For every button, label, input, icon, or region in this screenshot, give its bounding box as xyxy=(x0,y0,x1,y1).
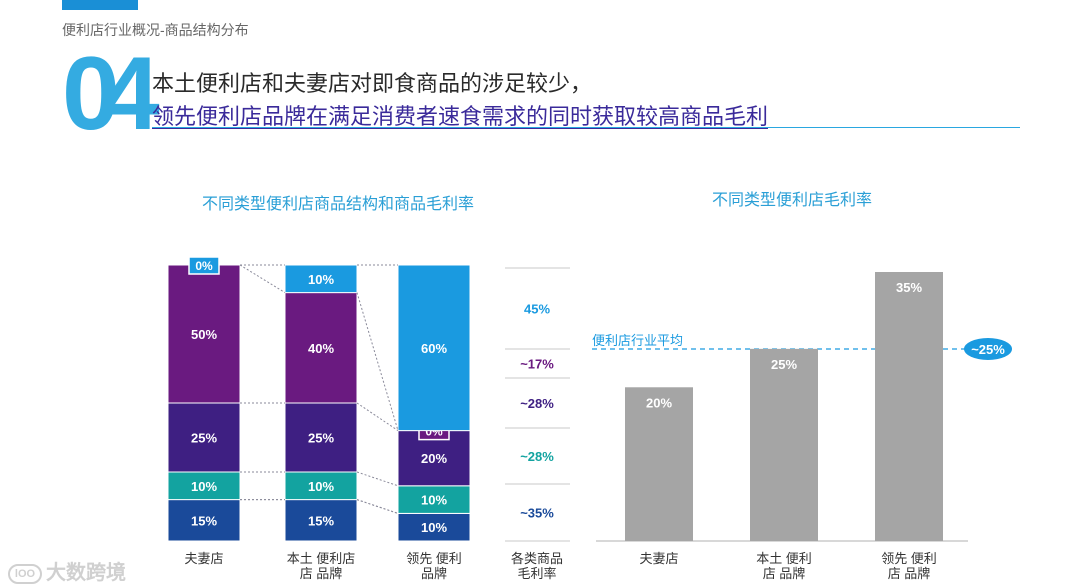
margin-column-label: 毛利率 xyxy=(517,566,556,581)
reference-badge xyxy=(964,338,1012,360)
watermark: lOO 大数跨境 xyxy=(8,556,126,585)
stack-bar-segment xyxy=(167,264,241,404)
data-label: 15% xyxy=(191,513,217,528)
category-label: 店 品牌 xyxy=(888,566,931,581)
bar xyxy=(750,348,818,541)
category-label: 本土 便利 xyxy=(756,551,812,566)
margin-value: ~28% xyxy=(520,396,554,411)
stack-bar-segment xyxy=(284,402,358,473)
category-label: 领先 便利 xyxy=(406,551,462,566)
bar xyxy=(875,272,943,541)
data-label: 10% xyxy=(421,520,447,535)
watermark-logo-icon: lOO xyxy=(8,563,42,584)
connector-line xyxy=(356,292,399,431)
data-label: 35% xyxy=(896,280,922,295)
connector-line xyxy=(239,264,286,294)
stack-bar-segment xyxy=(284,292,358,404)
category-label: 夫妻店 xyxy=(184,551,223,566)
breadcrumb: 便利店行业概况-商品结构分布 xyxy=(62,22,249,38)
reference-line-label: 便利店行业平均 xyxy=(592,333,683,348)
connector-line xyxy=(356,471,399,487)
data-label: 25% xyxy=(771,357,797,372)
category-label: 夫妻店 xyxy=(639,551,678,566)
right-chart-title: 不同类型便利店毛利率 xyxy=(712,192,873,209)
margin-column-label: 各类商品 xyxy=(511,551,563,566)
zero-value-badge xyxy=(188,256,220,275)
stack-bar-segment xyxy=(284,471,358,501)
data-label: 10% xyxy=(191,479,217,494)
margin-value: ~35% xyxy=(520,506,554,521)
data-label: 20% xyxy=(421,451,447,466)
headline: 本土便利店和夫妻店对即食商品的涉足较少， 领先便利店品牌在满足消费者速食需求的同… xyxy=(152,68,768,134)
headline-line-2: 领先便利店品牌在满足消费者速食需求的同时获取较高商品毛利 xyxy=(152,105,769,130)
data-label: 60% xyxy=(421,341,447,356)
margin-value: ~28% xyxy=(520,449,554,464)
data-label: 10% xyxy=(421,493,447,508)
left-chart-title: 不同类型便利店商品结构和商品毛利率 xyxy=(202,196,475,213)
data-label: 20% xyxy=(646,395,672,410)
reference-badge-label: ~25% xyxy=(971,342,1005,357)
data-label: 0% xyxy=(195,259,213,273)
category-label: 领先 便利 xyxy=(881,551,937,566)
data-label: 50% xyxy=(191,327,217,342)
stack-bar-segment xyxy=(167,402,241,473)
data-label: 10% xyxy=(308,272,334,287)
headline-rule xyxy=(152,127,1020,128)
margin-value: ~17% xyxy=(520,357,554,372)
headline-line-1: 本土便利店和夫妻店对即食商品的涉足较少， xyxy=(152,72,593,97)
category-label: 品牌 xyxy=(421,566,447,581)
connector-line xyxy=(356,402,399,432)
margin-value: 45% xyxy=(524,302,550,317)
stack-bar-segment xyxy=(397,512,471,542)
category-label: 店 品牌 xyxy=(300,566,343,581)
stack-bar-segment xyxy=(284,264,358,294)
top-accent-bar xyxy=(62,0,138,10)
data-label: 40% xyxy=(308,341,334,356)
data-label: 25% xyxy=(191,431,217,446)
data-label: 15% xyxy=(308,513,334,528)
data-label: 10% xyxy=(308,479,334,494)
category-label: 店 品牌 xyxy=(763,566,806,581)
data-label: 25% xyxy=(308,431,334,446)
stack-bar-segment xyxy=(397,264,471,432)
category-label: 本土 便利店 xyxy=(287,551,356,566)
bar xyxy=(625,387,693,541)
stack-bar-segment xyxy=(167,499,241,542)
connector-line xyxy=(356,499,399,514)
